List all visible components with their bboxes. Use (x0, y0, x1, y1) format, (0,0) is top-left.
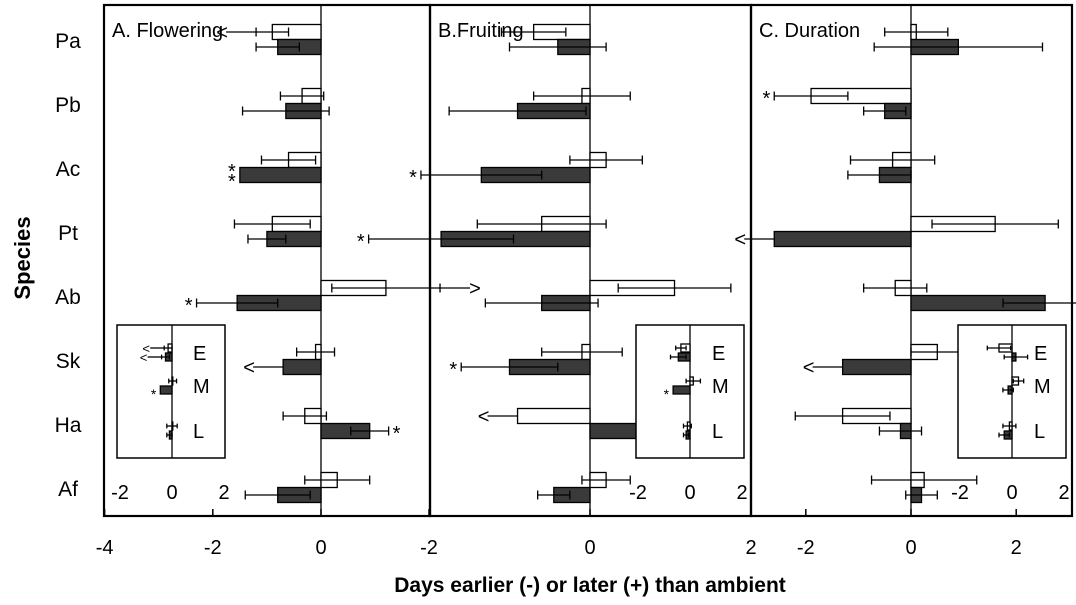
species-label-pb: Pb (55, 94, 81, 117)
inset-category-label: M (712, 376, 729, 398)
bar-ac-filled-bar (239, 166, 322, 184)
x-tick-label: -4 (96, 537, 114, 559)
bar-ac-significance-marker: * (409, 167, 417, 189)
species-label-ha: Ha (55, 414, 82, 437)
panel-2: B.Fruiting -2 0 2 * * * < > E * M L -2 0 2 (357, 3, 757, 559)
bar-ac-significance-marker: * (228, 161, 236, 183)
x-tick-label: -2 (797, 537, 815, 559)
bar-sk-significance-marker: * (449, 359, 457, 381)
inset-panel: EM L (957, 324, 1067, 459)
inset-panel: << E * M L (116, 324, 226, 459)
x-tick-label: 2 (745, 537, 756, 559)
x-tick-label: 0 (584, 537, 595, 559)
x-tick-label: 0 (315, 537, 326, 559)
inset-tick-label: 0 (684, 482, 695, 504)
inset-tick-label: 2 (1058, 482, 1069, 504)
inset-category-label: M (1034, 376, 1051, 398)
bar-sk-arrow-marker: < (803, 357, 815, 379)
species-label-pa: Pa (55, 30, 81, 53)
inset-bar-m-filled-bar (159, 385, 173, 395)
panel-title: A. Flowering (112, 20, 223, 42)
inset-category-label: E (1034, 343, 1047, 365)
bar-pb-significance-marker: * (762, 88, 770, 110)
inset-tick-label: 2 (218, 482, 229, 504)
bar-ha-arrow-marker: < (478, 406, 490, 428)
inset-category-label: L (712, 421, 723, 443)
x-tick-label: -2 (204, 537, 222, 559)
inset-tick-label: -2 (111, 482, 129, 504)
inset-panel: E * M L (635, 324, 745, 459)
inset-tick-label: -2 (951, 482, 969, 504)
species-label-sk: Sk (56, 350, 81, 373)
x-tick-label: 0 (905, 537, 916, 559)
inset-tick-label: -2 (629, 482, 647, 504)
bar-pt-filled-bar (773, 230, 912, 248)
inset-bar-e-arrow-marker: < (140, 350, 148, 365)
bar-ab-significance-marker: * (185, 295, 193, 317)
inset-bar-m-significance-marker: * (151, 386, 157, 402)
inset-category-label: L (1034, 421, 1045, 443)
species-label-ac: Ac (56, 158, 81, 181)
inset-bar-m-filled-bar (672, 385, 691, 395)
bar-ha-significance-marker: * (393, 423, 401, 445)
inset-tick-label: 2 (736, 482, 747, 504)
inset-category-label: M (193, 376, 210, 398)
inset-tick-label: 0 (1006, 482, 1017, 504)
bar-pa-arrow-marker: < (216, 22, 228, 44)
bar-sk-filled-bar (841, 358, 912, 376)
bar-ha-open-bar (516, 407, 591, 425)
bar-pt-significance-marker: * (357, 231, 365, 253)
panel-title: B.Fruiting (438, 20, 524, 42)
bar-ab-arrow-marker: > (469, 278, 481, 300)
panel-1: A. Flowering-4 -2 0<**>*<*<< E* ML-2 0 2 (96, 3, 481, 559)
inset-category-label: E (712, 343, 725, 365)
species-label-pt: Pt (58, 222, 78, 245)
panel-title: C. Duration (759, 20, 860, 42)
inset-bar-e-arrow-marker: < (142, 341, 150, 356)
inset-category-label: E (193, 343, 206, 365)
x-axis-title: Days earlier (-) or later (+) than ambie… (394, 574, 786, 597)
inset-bar-m-significance-marker: * (664, 386, 670, 402)
species-label-ab: Ab (55, 286, 81, 309)
x-tick-label: 2 (1011, 537, 1022, 559)
inset-category-label: L (193, 421, 204, 443)
panel-3: C. Duration-202*<**<EML-202 (734, 3, 1076, 559)
bar-sk-filled-bar (282, 358, 322, 376)
y-axis-title: Species (10, 216, 35, 299)
inset-tick-label: 0 (166, 482, 177, 504)
bar-pt-arrow-marker: < (734, 229, 746, 251)
species-label-af: Af (58, 478, 78, 501)
x-tick-label: -2 (420, 537, 438, 559)
bar-ac-significance-marker: * (228, 171, 236, 193)
bar-sk-arrow-marker: < (243, 357, 255, 379)
